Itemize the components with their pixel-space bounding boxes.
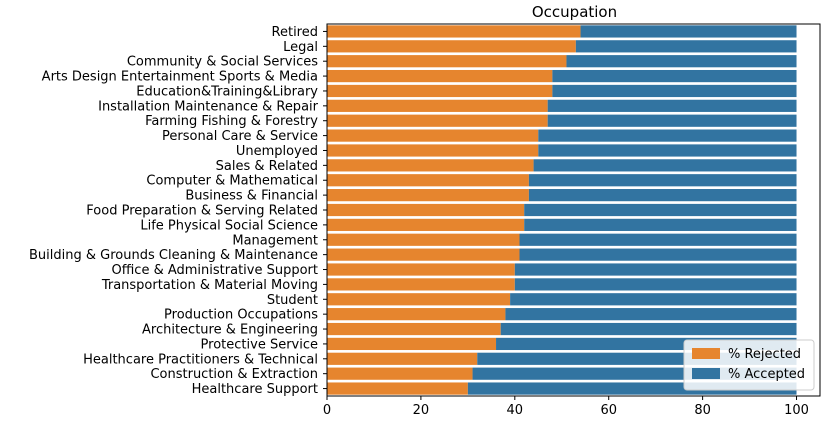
bar-accepted-management bbox=[519, 233, 797, 246]
bar-accepted-sales-related bbox=[533, 159, 797, 172]
y-tick-label-protective-service: Protective Service bbox=[201, 337, 318, 352]
bar-rejected-computer-mathematical bbox=[327, 174, 529, 187]
x-tick-label-60: 60 bbox=[600, 403, 617, 418]
y-tick-label-life-physical-social-science: Life Physical Social Science bbox=[140, 218, 318, 233]
bar-accepted-personal-care-service bbox=[538, 129, 797, 142]
y-tick-label-student: Student bbox=[267, 293, 318, 308]
bar-accepted-arts-design-entertainment-sports-media bbox=[552, 69, 797, 83]
bar-rejected-community-social-services bbox=[327, 55, 567, 68]
x-tick-label-100: 100 bbox=[784, 403, 809, 418]
bar-rejected-protective-service bbox=[327, 337, 497, 351]
bar-accepted-business-financial bbox=[528, 189, 797, 202]
bar-rejected-office-administrative-support bbox=[327, 263, 515, 276]
y-tick-label-management: Management bbox=[232, 233, 318, 248]
y-tick-label-production-occupations: Production Occupations bbox=[164, 308, 318, 323]
bar-rejected-healthcare-support bbox=[327, 382, 468, 395]
y-tick-label-computer-mathematical: Computer & Mathematical bbox=[146, 174, 318, 189]
y-tick-label-education-training-library: Education&Training&Library bbox=[136, 84, 318, 99]
y-tick-label-food-preparation-serving-related: Food Preparation & Serving Related bbox=[86, 204, 318, 219]
bar-rejected-retired bbox=[327, 25, 581, 38]
x-tick-label-40: 40 bbox=[507, 403, 524, 418]
bar-accepted-production-occupations bbox=[505, 308, 797, 321]
legend: % Rejected % Accepted bbox=[683, 339, 815, 391]
bar-accepted-education-training-library bbox=[552, 84, 797, 98]
y-tick-label-construction-extraction: Construction & Extraction bbox=[150, 367, 318, 382]
legend-swatch-accepted bbox=[692, 368, 720, 379]
bar-rejected-architecture-engineering bbox=[327, 322, 501, 336]
bar-accepted-installation-maintenance-repair bbox=[547, 99, 797, 112]
bar-rejected-production-occupations bbox=[327, 308, 506, 321]
bar-accepted-building-grounds-cleaning-maintenance bbox=[519, 248, 797, 261]
plot-frame bbox=[326, 23, 821, 397]
bar-accepted-community-social-services bbox=[566, 55, 797, 68]
x-tick-label-20: 20 bbox=[413, 403, 430, 418]
bar-rejected-legal bbox=[327, 40, 576, 53]
bar-rejected-transportation-material-moving bbox=[327, 278, 515, 291]
bar-accepted-office-administrative-support bbox=[514, 263, 797, 276]
y-tick-label-sales-related: Sales & Related bbox=[216, 159, 318, 174]
bar-accepted-retired bbox=[580, 25, 797, 38]
y-tick-label-architecture-engineering: Architecture & Engineering bbox=[142, 323, 318, 338]
bar-rejected-farming-fishing-forestry bbox=[327, 114, 548, 127]
y-tick-label-installation-maintenance-repair: Installation Maintenance & Repair bbox=[98, 99, 319, 114]
bar-accepted-transportation-material-moving bbox=[514, 278, 797, 291]
y-tick-label-legal: Legal bbox=[283, 40, 318, 55]
bar-rejected-life-physical-social-science bbox=[327, 218, 525, 231]
y-tick-label-personal-care-service: Personal Care & Service bbox=[162, 129, 318, 144]
bar-rejected-sales-related bbox=[327, 159, 534, 172]
bar-accepted-legal bbox=[575, 40, 797, 53]
bar-rejected-education-training-library bbox=[327, 84, 553, 98]
y-tick-label-arts-design-entertainment-sports-media: Arts Design Entertainment Sports & Media bbox=[42, 70, 318, 85]
bar-rejected-building-grounds-cleaning-maintenance bbox=[327, 248, 520, 261]
y-tick-label-community-social-services: Community & Social Services bbox=[127, 55, 318, 70]
bar-rejected-construction-extraction bbox=[327, 367, 473, 380]
legend-swatch-rejected bbox=[692, 348, 720, 359]
bar-rejected-management bbox=[327, 233, 520, 246]
bar-rejected-installation-maintenance-repair bbox=[327, 99, 548, 112]
bar-rejected-arts-design-entertainment-sports-media bbox=[327, 69, 553, 83]
chart-title: Occupation bbox=[532, 3, 617, 21]
y-tick-label-healthcare-support: Healthcare Support bbox=[192, 382, 318, 397]
bar-accepted-unemployed bbox=[538, 144, 797, 157]
x-tick-label-0: 0 bbox=[323, 403, 331, 418]
y-tick-label-building-grounds-cleaning-maintenance: Building & Grounds Cleaning & Maintenanc… bbox=[29, 248, 318, 263]
bar-accepted-food-preparation-serving-related bbox=[524, 203, 797, 217]
x-tick-label-80: 80 bbox=[694, 403, 711, 418]
y-tick-label-transportation-material-moving: Transportation & Material Moving bbox=[101, 278, 318, 293]
bar-rejected-unemployed bbox=[327, 144, 539, 157]
bar-rejected-business-financial bbox=[327, 189, 529, 202]
bar-accepted-architecture-engineering bbox=[500, 322, 797, 336]
bars-group bbox=[327, 25, 797, 395]
bar-accepted-farming-fishing-forestry bbox=[547, 114, 797, 127]
y-tick-label-retired: Retired bbox=[272, 25, 318, 40]
bar-accepted-student bbox=[510, 293, 797, 306]
bar-rejected-food-preparation-serving-related bbox=[327, 203, 525, 217]
bar-accepted-computer-mathematical bbox=[528, 174, 797, 187]
bar-rejected-healthcare-practitioners-technical bbox=[327, 352, 478, 365]
bar-rejected-personal-care-service bbox=[327, 129, 539, 142]
x-axis: 0 20 40 60 80 100 bbox=[323, 396, 809, 418]
y-tick-label-office-administrative-support: Office & Administrative Support bbox=[112, 263, 319, 278]
bar-rejected-student bbox=[327, 293, 511, 306]
y-tick-label-unemployed: Unemployed bbox=[236, 144, 318, 159]
y-tick-label-business-financial: Business & Financial bbox=[185, 189, 318, 204]
bar-accepted-life-physical-social-science bbox=[524, 218, 797, 231]
y-tick-label-farming-fishing-forestry: Farming Fishing & Forestry bbox=[145, 114, 318, 129]
y-tick-label-healthcare-practitioners-technical: Healthcare Practitioners & Technical bbox=[83, 352, 318, 367]
legend-label-accepted: % Accepted bbox=[728, 367, 805, 382]
legend-label-rejected: % Rejected bbox=[728, 347, 801, 362]
